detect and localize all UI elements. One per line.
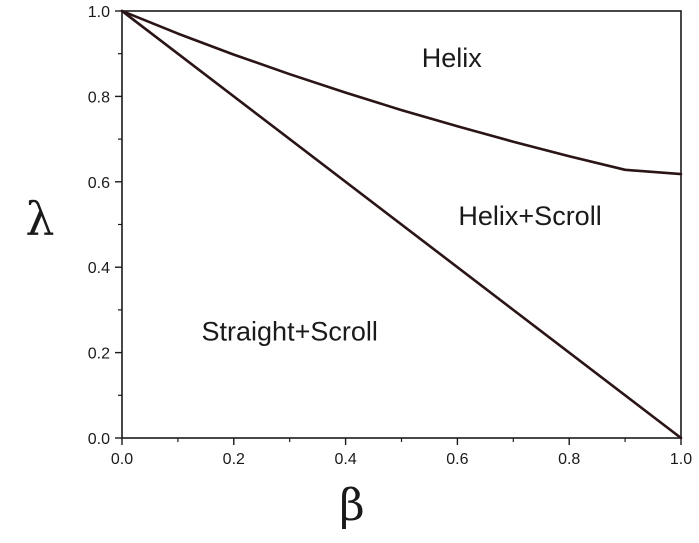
straight-boundary-line [120,9,683,440]
y-axis-label: λ [25,192,54,246]
y-tick-label: 0.2 [88,346,110,363]
y-tick-label: 0.6 [88,175,110,192]
axis-tick-labels: 0.0 0.2 0.4 0.6 0.8 1.0 0.0 0.2 0.4 0.6 0.8 1.0 [88,4,692,468]
y-tick-label: 0.4 [88,260,110,277]
x-tick-label: 0.6 [446,451,468,468]
x-tick-label: 0.0 [111,451,133,468]
x-axis-label: β [339,480,364,531]
y-tick-label: 0.8 [88,89,110,106]
helix-boundary-line [120,9,683,176]
x-tick-label: 1.0 [670,451,692,468]
y-tick-label: 1.0 [88,4,110,21]
region-label: Straight+Scroll [202,316,378,346]
y-tick-label: 0.0 [88,431,110,448]
region-label: Helix [422,43,483,73]
x-tick-label: 0.2 [223,451,245,468]
x-tick-label: 0.8 [558,451,580,468]
x-tick-label: 0.4 [334,451,356,468]
region-labels: Helix Helix+Scroll Straight+Scroll [202,43,602,346]
axis-ticks [115,10,682,445]
region-label: Helix+Scroll [458,201,601,231]
boundary-lines [120,9,683,440]
